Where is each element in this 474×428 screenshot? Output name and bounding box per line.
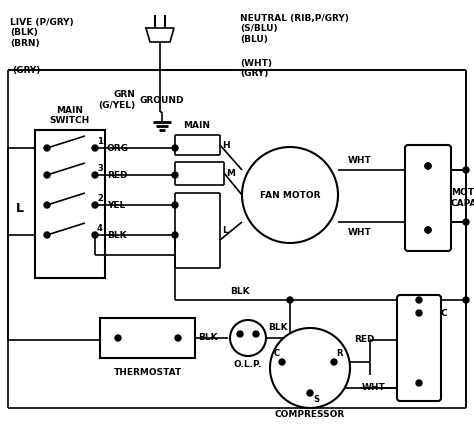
Text: L: L bbox=[16, 202, 24, 214]
Text: BLK: BLK bbox=[230, 287, 250, 296]
Circle shape bbox=[44, 172, 50, 178]
Circle shape bbox=[92, 202, 98, 208]
Text: GRN
(G/YEL): GRN (G/YEL) bbox=[98, 90, 135, 110]
Text: MAIN
SWITCH: MAIN SWITCH bbox=[50, 106, 90, 125]
Circle shape bbox=[172, 202, 178, 208]
Circle shape bbox=[463, 167, 469, 173]
Text: C: C bbox=[274, 349, 280, 358]
Circle shape bbox=[44, 202, 50, 208]
Text: M: M bbox=[226, 169, 235, 178]
Text: 4: 4 bbox=[97, 224, 103, 233]
Bar bbox=[100, 318, 195, 358]
Text: L: L bbox=[222, 226, 228, 235]
Text: 3: 3 bbox=[97, 164, 103, 173]
Circle shape bbox=[416, 380, 422, 386]
Circle shape bbox=[44, 145, 50, 151]
Circle shape bbox=[287, 297, 293, 303]
Text: H: H bbox=[222, 140, 229, 149]
FancyBboxPatch shape bbox=[397, 295, 441, 401]
Text: BLK: BLK bbox=[107, 231, 127, 240]
Circle shape bbox=[425, 227, 431, 233]
Circle shape bbox=[44, 232, 50, 238]
Circle shape bbox=[425, 163, 431, 169]
Text: (WHT)
(GRY): (WHT) (GRY) bbox=[240, 59, 272, 78]
Text: FAN MOTOR: FAN MOTOR bbox=[260, 190, 320, 199]
Text: GROUND: GROUND bbox=[140, 95, 184, 104]
Text: O.L.P.: O.L.P. bbox=[234, 360, 262, 369]
Circle shape bbox=[416, 297, 422, 303]
Text: 2: 2 bbox=[97, 194, 103, 203]
Circle shape bbox=[307, 390, 313, 396]
Text: (GRY): (GRY) bbox=[12, 66, 40, 75]
Circle shape bbox=[463, 219, 469, 225]
Circle shape bbox=[331, 359, 337, 365]
Circle shape bbox=[253, 331, 259, 337]
Circle shape bbox=[115, 335, 121, 341]
Circle shape bbox=[172, 145, 178, 151]
Text: COMPRESSOR: COMPRESSOR bbox=[275, 410, 345, 419]
Polygon shape bbox=[146, 28, 174, 42]
Text: RED: RED bbox=[355, 336, 375, 345]
Text: MAIN: MAIN bbox=[183, 121, 210, 130]
Text: BLK: BLK bbox=[198, 333, 218, 342]
Text: WHT: WHT bbox=[348, 228, 372, 237]
Text: S: S bbox=[313, 395, 319, 404]
Circle shape bbox=[425, 227, 431, 233]
Circle shape bbox=[92, 172, 98, 178]
Text: THERMOSTAT: THERMOSTAT bbox=[114, 368, 182, 377]
Circle shape bbox=[425, 163, 431, 169]
Circle shape bbox=[92, 145, 98, 151]
Text: C: C bbox=[441, 309, 447, 318]
FancyBboxPatch shape bbox=[405, 145, 451, 251]
Text: YEL: YEL bbox=[107, 200, 125, 209]
Text: WHT: WHT bbox=[348, 156, 372, 165]
Text: WHT: WHT bbox=[362, 383, 386, 392]
Circle shape bbox=[175, 335, 181, 341]
Text: LIVE (P/GRY)
(BLK)
(BRN): LIVE (P/GRY) (BLK) (BRN) bbox=[10, 18, 73, 48]
Circle shape bbox=[92, 232, 98, 238]
Circle shape bbox=[172, 172, 178, 178]
Circle shape bbox=[279, 359, 285, 365]
Circle shape bbox=[172, 232, 178, 238]
Text: MOTOR
CAPACITOR: MOTOR CAPACITOR bbox=[451, 188, 474, 208]
Circle shape bbox=[463, 297, 469, 303]
Text: R: R bbox=[336, 349, 343, 358]
Text: NEUTRAL (RIB,P/GRY)
(S/BLU)
(BLU): NEUTRAL (RIB,P/GRY) (S/BLU) (BLU) bbox=[240, 14, 349, 44]
Circle shape bbox=[270, 328, 350, 408]
Text: ORG: ORG bbox=[107, 143, 129, 152]
Text: RED: RED bbox=[107, 170, 128, 179]
Circle shape bbox=[237, 331, 243, 337]
Bar bbox=[35, 130, 105, 278]
Text: 1: 1 bbox=[97, 137, 103, 146]
Circle shape bbox=[416, 310, 422, 316]
Circle shape bbox=[230, 320, 266, 356]
Text: BLK: BLK bbox=[268, 323, 288, 332]
Circle shape bbox=[242, 147, 338, 243]
